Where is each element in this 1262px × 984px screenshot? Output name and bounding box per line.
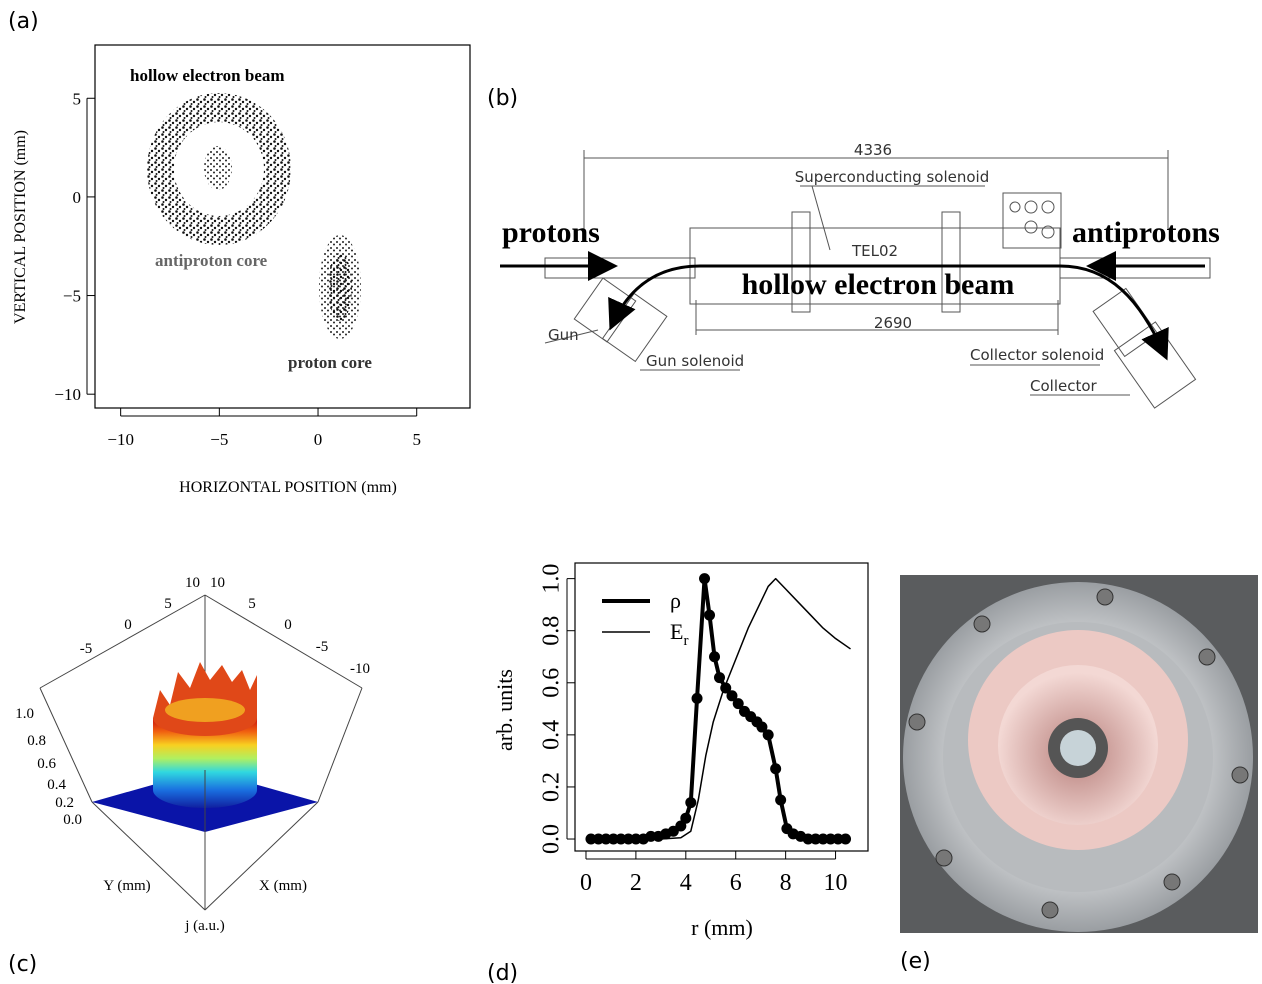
legend-label: ρ: [670, 588, 681, 613]
label: Collector solenoid: [970, 346, 1104, 364]
label: Gun solenoid: [646, 352, 744, 370]
legend-subscript: r: [683, 633, 688, 649]
marker: [726, 690, 738, 702]
marker: [732, 698, 744, 710]
tick: 10: [185, 575, 200, 591]
series-line: [590, 577, 851, 840]
y-tick-label: 0.2: [539, 772, 565, 802]
panel-label: (a): [8, 9, 39, 34]
x-tick-label: 0: [580, 870, 592, 896]
label: Superconducting solenoid: [795, 168, 989, 186]
x-axis-title: HORIZONTAL POSITION (mm): [179, 479, 397, 496]
axis-label: X (mm): [259, 878, 307, 894]
x-tick-label: −5: [210, 430, 228, 449]
y-axis-title: arb. units: [492, 669, 517, 751]
y-tick-label: 0.6: [539, 668, 565, 698]
chart-a: hollow electron beam antiproton core pro…: [12, 44, 471, 496]
tick: 5: [248, 596, 256, 612]
proton-cloud: [328, 253, 352, 321]
tick: 0: [284, 617, 292, 633]
plot-frame: [94, 44, 471, 409]
rim-inner: [165, 698, 245, 722]
tick: -5: [316, 639, 329, 655]
marker: [756, 721, 768, 733]
electron-cloud: [146, 92, 291, 246]
beam-label: protons: [502, 216, 600, 249]
tick: 0.4: [47, 777, 66, 793]
axis-label: Y (mm): [103, 878, 150, 894]
x-tick-label: −10: [107, 430, 134, 449]
beam-label: antiprotons: [1072, 216, 1220, 249]
label: TEL02: [851, 242, 898, 260]
y-tick-label: 0: [73, 188, 82, 207]
tick: -10: [350, 661, 370, 677]
legend-name: ρ: [670, 588, 681, 613]
legend-name: E: [670, 619, 683, 644]
tick: -5: [80, 641, 93, 657]
tick: 1.0: [15, 706, 34, 722]
x-tick-label: 8: [780, 870, 792, 896]
x-axis-title: r (mm): [691, 915, 753, 940]
x-tick-label: 5: [412, 430, 421, 449]
marker: [680, 812, 692, 824]
dimension: 4336: [854, 141, 892, 159]
photo-e: [900, 575, 1258, 933]
y-tick-label: −10: [54, 385, 81, 404]
axis-label: j (a.u.): [184, 918, 225, 934]
marker: [704, 609, 716, 621]
marker: [775, 794, 787, 806]
tick: 0.6: [37, 756, 56, 772]
x-tick-label: 2: [630, 870, 642, 896]
panel-label: (c): [8, 952, 37, 977]
dimension: 2690: [874, 314, 912, 332]
diagram-labels: 4336 Superconducting solenoid TEL02 prot…: [502, 141, 1220, 395]
tick: 0: [124, 617, 132, 633]
panel-label: (b): [487, 86, 518, 111]
y-tick-label: 0.8: [539, 616, 565, 646]
annotation: hollow electron beam: [130, 66, 285, 85]
y-axis-title: VERTICAL POSITION (mm): [12, 130, 29, 324]
marker: [685, 797, 697, 809]
label: Gun: [548, 326, 579, 344]
antiproton-cloud: [204, 146, 232, 190]
marker: [714, 672, 726, 684]
y-tick-label: 0.0: [539, 824, 565, 854]
label: Collector: [1030, 377, 1098, 395]
plot-frame: [574, 562, 869, 852]
marker: [840, 833, 852, 845]
marker: [762, 729, 774, 741]
y-tick-label: 5: [73, 89, 82, 108]
y-tick-label: 0.4: [539, 720, 565, 750]
tick: 0.2: [55, 795, 74, 811]
panel-label: (e): [900, 949, 931, 974]
tick: 10: [210, 575, 225, 591]
marker: [691, 692, 703, 704]
y-tick-label: 1.0: [539, 564, 565, 594]
chart-d: 0 2 4 6 8 10 0.0 0.2 0.4 0.6 0.8 1.0 r (mm) arb. unit…: [492, 562, 869, 940]
tick: 0.0: [63, 812, 82, 828]
x-tick-label: 0: [314, 430, 323, 449]
panel-label: (d): [487, 961, 518, 984]
series-line: [590, 576, 846, 842]
tick: 5: [164, 596, 172, 612]
y-tick-label: −5: [63, 287, 81, 306]
tick: 0.8: [27, 733, 46, 749]
x-tick-label: 6: [730, 870, 742, 896]
marker: [699, 573, 711, 585]
annotation: antiproton core: [155, 251, 268, 270]
legend-label: Er: [670, 619, 688, 649]
surface-c: 10 5 0 -5 10 5 0 -5 -10 1.0 0.8 0.6 0.4 …: [15, 575, 370, 934]
beam-label: hollow electron beam: [742, 268, 1015, 301]
x-tick-label: 4: [680, 870, 692, 896]
x-tick-label: 10: [824, 870, 848, 896]
annotation: proton core: [288, 353, 372, 372]
marker: [675, 820, 687, 832]
cylinder: [153, 718, 257, 808]
marker: [709, 651, 721, 663]
diagram-b: [500, 150, 1211, 409]
marker: [770, 763, 782, 775]
